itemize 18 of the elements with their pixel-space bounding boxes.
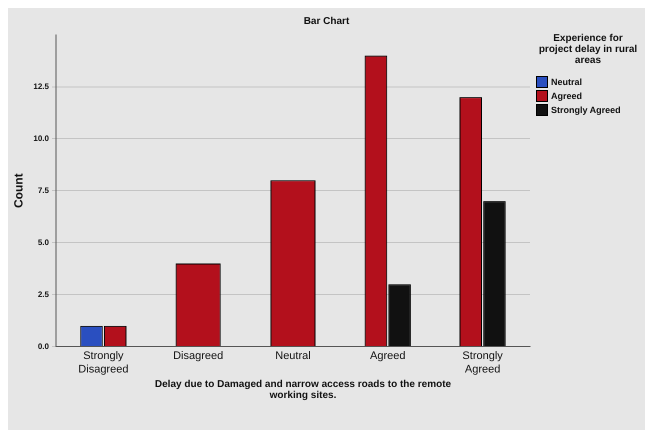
y-tick-label: 12.5 [33, 82, 50, 91]
x-tick-label: Strongly Disagreed [78, 350, 128, 376]
x-tick-label: Agreed [370, 350, 406, 362]
y-tick-label: 10.0 [33, 134, 50, 143]
legend-label: Agreed [551, 91, 582, 101]
y-tick-label: 5.0 [38, 238, 50, 247]
legend-label: Strongly Agreed [551, 105, 621, 115]
y-tick-label: 2.5 [38, 290, 50, 299]
y-tick-label: 7.5 [38, 186, 50, 195]
x-tick-label: Disagreed [173, 350, 224, 362]
x-axis-title: Delay due to Damaged and narrow access roads to the remote working sites. [154, 379, 452, 401]
y-tick-label: 0.0 [38, 342, 50, 351]
chart-title: Bar Chart [302, 15, 350, 27]
y-axis-title: Count [12, 173, 26, 208]
legend-label: Neutral [551, 77, 582, 87]
x-tick-label: Neutral [275, 350, 311, 362]
x-tick-label: Strongly Agreed [462, 350, 504, 376]
legend-title: Experience for project delay in rural areas [538, 33, 638, 66]
